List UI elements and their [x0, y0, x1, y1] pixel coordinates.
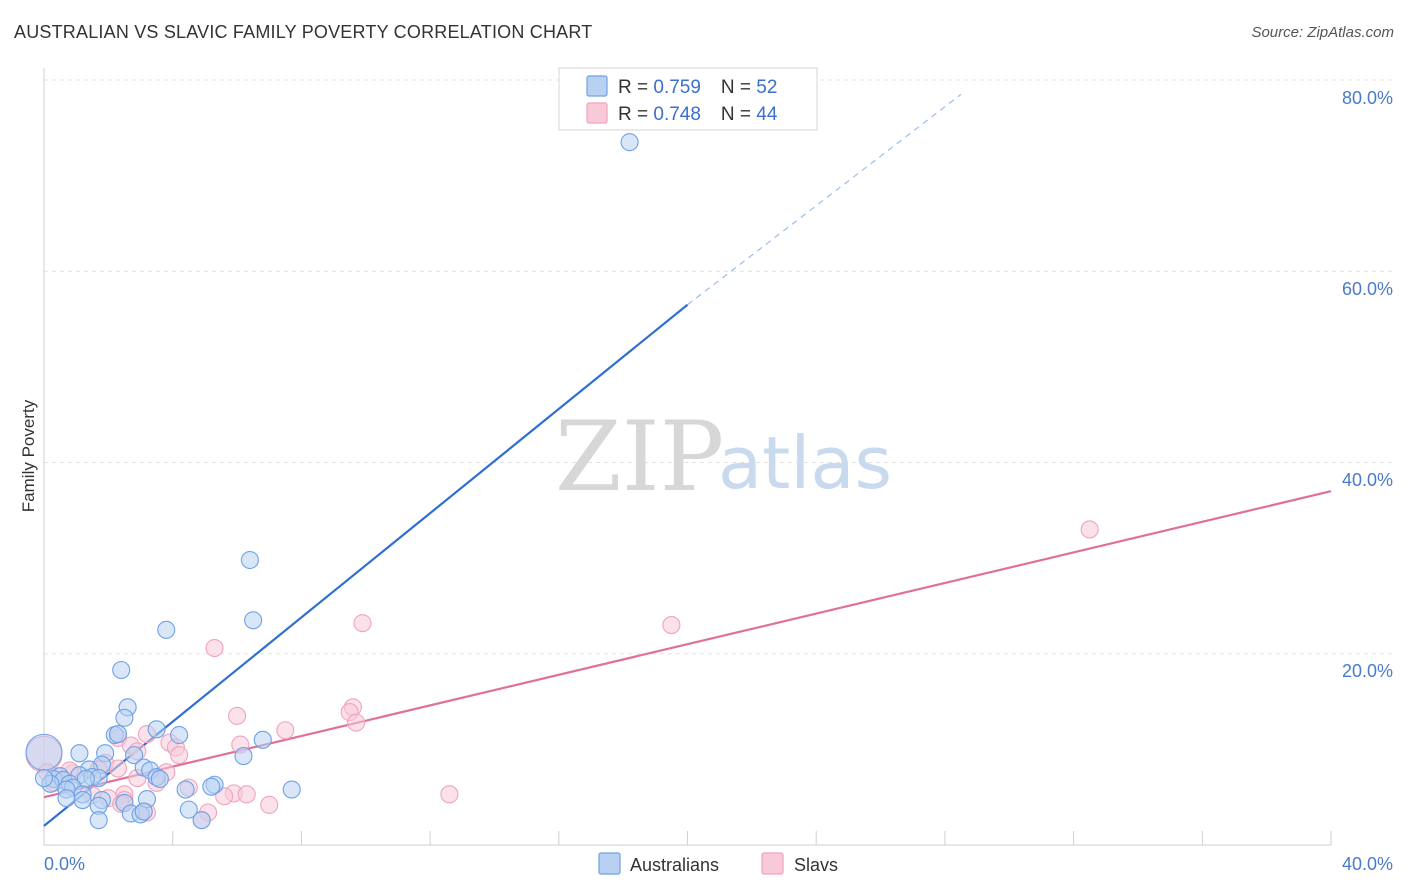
y-tick-label-80: 80.0% — [1342, 88, 1393, 108]
legend-row-australians: R = 0.759 N = 52 — [618, 77, 777, 98]
point-slavs-7 — [228, 706, 247, 725]
point-australians-12 — [125, 746, 144, 765]
point-slavs-30 — [237, 785, 256, 804]
point-australians-51 — [34, 769, 54, 788]
legend-swatch-slavs — [586, 102, 608, 124]
bottom-legend-swatch-slavs — [761, 852, 784, 875]
point-slavs-18 — [108, 759, 128, 778]
bottom-legend: Australians Slavs — [598, 852, 838, 875]
point-australians-14 — [70, 744, 89, 763]
x-tick-label-min: 0.0% — [44, 854, 85, 874]
point-australians-7 — [147, 720, 166, 739]
chart-title: AUSTRALIAN VS SLAVIC FAMILY POVERTY CORR… — [14, 22, 593, 42]
point-slavs-2 — [353, 614, 372, 633]
point-australians-37 — [176, 780, 195, 799]
point-australians-0 — [620, 133, 639, 152]
watermark-atlas: atlas — [718, 421, 892, 505]
point-slavs-31 — [440, 785, 459, 804]
point-australians-44 — [179, 800, 198, 819]
point-slavs-1 — [662, 616, 681, 635]
point-slavs-6 — [347, 713, 366, 732]
series-australians-points — [25, 133, 639, 830]
point-australians-39 — [73, 791, 92, 810]
legend-n-label-australians: N = — [721, 77, 756, 98]
point-australians-38 — [57, 789, 76, 808]
legend-n-slavs: 44 — [756, 104, 778, 125]
source-credit: Source: ZipAtlas.com — [1251, 24, 1394, 41]
point-australians-48 — [89, 811, 108, 830]
point-australians-2 — [244, 611, 263, 630]
legend-n-label-slavs: N = — [721, 104, 756, 125]
y-tick-label-60: 60.0% — [1342, 279, 1393, 299]
point-slavs-15 — [170, 746, 189, 765]
legend-swatch-australians — [586, 75, 608, 97]
watermark-zip: ZIP — [555, 401, 724, 513]
point-australians-1 — [240, 550, 259, 570]
point-australians-34 — [282, 780, 301, 799]
y-tick-label-40: 40.0% — [1342, 470, 1393, 490]
x-tick-label-max: 40.0% — [1342, 854, 1393, 874]
point-slavs-37 — [260, 795, 279, 814]
point-slavs-3 — [205, 638, 224, 658]
grid-lines — [44, 79, 1392, 655]
point-australians-11 — [170, 725, 189, 745]
legend-r-australians: 0.759 — [653, 77, 701, 98]
top-legend: R = 0.759 N = 52 R = 0.748 N = 44 — [558, 67, 818, 131]
point-australians-6 — [115, 708, 134, 727]
trend-line-australians-extension — [687, 93, 962, 306]
legend-r-slavs: 0.748 — [653, 104, 701, 125]
axes — [43, 68, 1332, 846]
point-australians-29 — [150, 769, 169, 789]
point-australians-36 — [202, 777, 221, 796]
point-australians-4 — [112, 660, 131, 680]
point-australians-10 — [253, 730, 272, 749]
point-australians-9 — [108, 725, 128, 744]
legend-n-australians: 52 — [756, 77, 777, 98]
y-tick-label-20: 20.0% — [1342, 661, 1393, 681]
bottom-legend-label-australians: Australians — [630, 855, 719, 875]
point-australians-13 — [234, 747, 253, 766]
legend-r-label-australians: R = — [618, 77, 653, 98]
y-axis-label: Family Poverty — [19, 399, 38, 512]
bottom-legend-swatch-australians — [598, 852, 621, 875]
watermark: ZIP atlas — [555, 401, 892, 513]
point-slavs-8 — [276, 721, 295, 740]
point-australians-49 — [192, 811, 211, 830]
legend-r-label-slavs: R = — [618, 104, 653, 125]
legend-row-slavs: R = 0.748 N = 44 — [618, 104, 778, 125]
point-australians-50 — [25, 733, 63, 771]
point-slavs-0 — [1080, 520, 1099, 539]
point-australians-47 — [134, 802, 153, 821]
bottom-legend-label-slavs: Slavs — [794, 855, 838, 875]
point-australians-3 — [157, 620, 176, 639]
